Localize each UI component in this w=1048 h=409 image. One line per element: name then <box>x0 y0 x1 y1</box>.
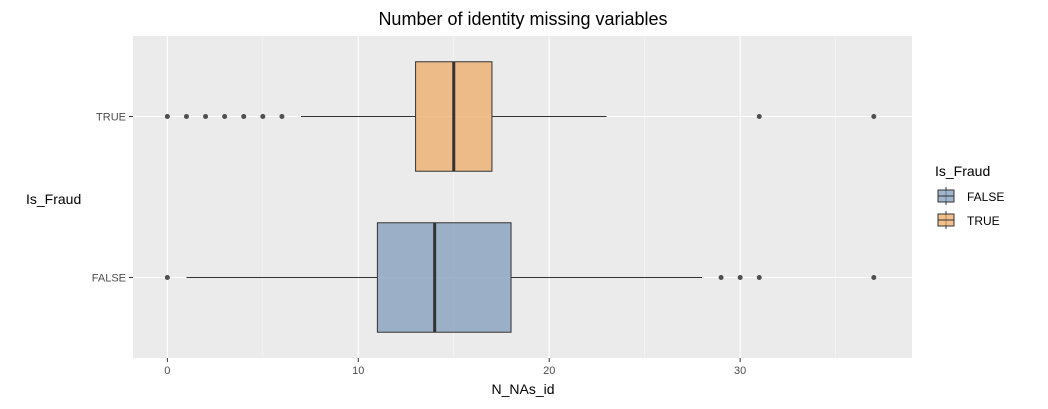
legend: FALSE TRUE <box>937 187 1004 229</box>
y-axis: FALSE TRUE <box>92 112 133 285</box>
box-false <box>376 222 512 333</box>
y-tick-label: FALSE <box>92 273 126 285</box>
y-axis-title: Is_Fraud <box>26 191 81 207</box>
x-axis-title: N_NAs_id <box>491 381 554 397</box>
legend-label: FALSE <box>967 190 1004 204</box>
plot-panel <box>133 36 912 358</box>
x-tick-label: 0 <box>164 365 170 377</box>
y-tick-label: TRUE <box>96 112 126 124</box>
outlier-point <box>756 114 762 119</box>
x-tick-label: 20 <box>543 365 555 377</box>
x-axis: 0 10 20 30 <box>164 358 746 377</box>
box-layer <box>164 61 877 333</box>
outlier-point <box>183 114 189 119</box>
outlier-point <box>164 275 170 280</box>
outlier-point <box>718 275 724 280</box>
outlier-point <box>164 114 170 119</box>
legend-title: Is_Fraud <box>935 163 990 179</box>
outlier-point <box>260 114 266 119</box>
chart-title: Number of identity missing variables <box>378 9 667 29</box>
outlier-point <box>222 114 228 119</box>
outlier-point <box>241 114 247 119</box>
outlier-point <box>279 114 285 119</box>
outlier-point <box>203 114 209 119</box>
x-tick-label: 30 <box>734 365 746 377</box>
outlier-point <box>737 275 743 280</box>
legend-label: TRUE <box>967 214 1000 228</box>
outlier-point <box>756 275 762 280</box>
x-tick-label: 10 <box>352 365 364 377</box>
outlier-point <box>871 114 877 119</box>
outlier-point <box>871 275 877 280</box>
